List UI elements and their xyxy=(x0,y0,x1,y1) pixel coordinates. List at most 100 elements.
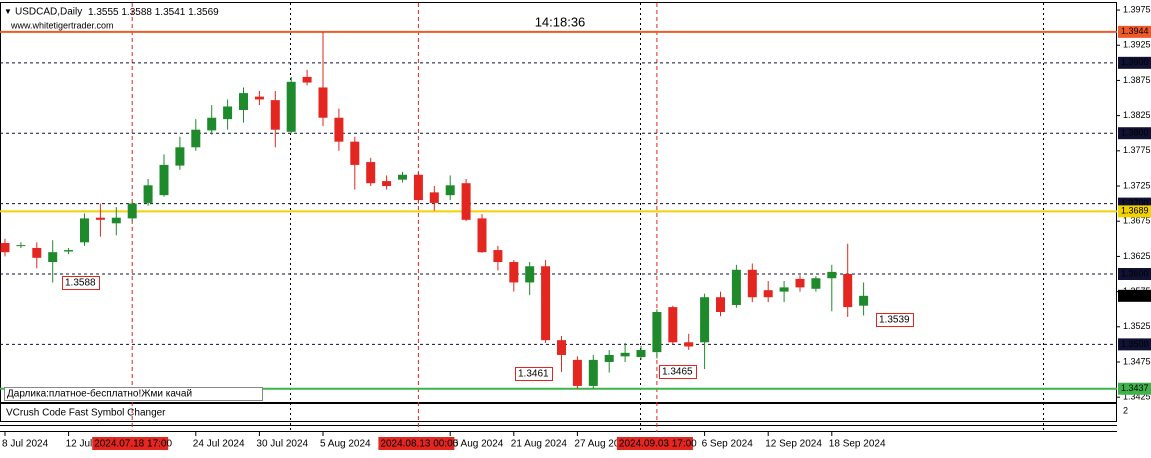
x-tick-label: 30 Jul 2024 xyxy=(256,439,308,450)
candle-body xyxy=(811,278,821,289)
candle-body xyxy=(413,174,423,201)
y-tick-label: 1.3825 xyxy=(1123,110,1151,120)
time-marker-label: 2024.09.03 17:00 xyxy=(619,439,697,450)
candle-body xyxy=(859,295,869,306)
x-tick-label: 12 Sep 2024 xyxy=(765,439,822,450)
ohlc-value: 1.3569 xyxy=(188,7,219,18)
price-tag-label: 1.3944 xyxy=(1121,26,1149,36)
price-label-box xyxy=(62,276,100,290)
candle-body xyxy=(175,147,185,166)
price-label: 1.3588 xyxy=(65,278,96,289)
time-marker-label: 2024.08.13 00:00 xyxy=(380,439,458,450)
price-label: 1.3539 xyxy=(879,315,910,326)
candle-body xyxy=(636,350,646,358)
candle-body xyxy=(620,352,630,357)
x-tick-label: 8 Jul 2024 xyxy=(2,439,49,450)
chart-title: USDCAD,Daily xyxy=(15,7,82,18)
candle-body xyxy=(143,185,153,203)
price-label-box xyxy=(876,313,914,327)
candle-body xyxy=(366,162,376,184)
x-tick-label: 21 Aug 2024 xyxy=(511,439,568,450)
price-tag-label: 1.3600 xyxy=(1121,268,1149,278)
price-tag-label: 1.3569 xyxy=(1121,290,1149,300)
candle-body xyxy=(541,266,551,341)
candle-body xyxy=(429,192,439,203)
candle-body xyxy=(398,174,407,180)
candle-body xyxy=(207,117,217,131)
watermark: www.whitetigertrader.com xyxy=(10,20,114,30)
y-tick-label: 1.3925 xyxy=(1123,40,1151,50)
candle-body xyxy=(445,185,455,196)
time-marker-label: 2024.07.18 17:00 xyxy=(94,439,172,450)
candle-body xyxy=(382,181,392,187)
candle-body xyxy=(477,218,487,253)
price-tag xyxy=(1118,56,1151,69)
price-tag xyxy=(1118,127,1151,140)
price-tag-label: 1.3437 xyxy=(1121,383,1149,393)
price-tag-label: 1.3500 xyxy=(1121,339,1149,349)
ohlc-value: 1.3588 xyxy=(121,7,152,18)
clock: 14:18:36 xyxy=(535,14,586,29)
x-tick-label: 6 Sep 2024 xyxy=(702,439,754,450)
sub-frame xyxy=(0,403,1117,422)
candle-body xyxy=(779,287,789,292)
collapse-arrow: ▼ xyxy=(4,7,12,16)
candle-body xyxy=(509,262,519,283)
candle-body xyxy=(191,129,201,148)
x-tick-label: 27 Aug 2024 xyxy=(574,439,631,450)
candle-body xyxy=(318,87,328,118)
y-tick-label: 1.3975 xyxy=(1123,4,1151,14)
price-label: 1.3461 xyxy=(518,369,549,380)
plot xyxy=(0,3,1117,432)
y-tick-label: 1.3725 xyxy=(1123,180,1151,190)
candle-body xyxy=(111,217,121,224)
price-tag-label: 1.3900 xyxy=(1121,57,1149,67)
main-frame xyxy=(0,2,1117,403)
indicator-title: VCrush Code Fast Symbol Changer xyxy=(6,408,166,419)
candle-body xyxy=(223,106,233,120)
candle-body xyxy=(48,252,58,263)
y-tick-label: 1.3475 xyxy=(1123,356,1151,366)
info-box xyxy=(4,387,263,401)
ohlc-header: 1.3555 1.3588 1.3541 1.3569 xyxy=(88,7,219,18)
price-tag xyxy=(1118,338,1151,351)
ohlc-value: 1.3555 xyxy=(88,7,119,18)
price-tag xyxy=(1118,382,1151,395)
price-tag-label: 1.3689 xyxy=(1121,206,1149,216)
candle-body xyxy=(334,117,344,142)
candle-body xyxy=(652,312,662,353)
price-label-box xyxy=(659,365,697,379)
x-tick-label: 15 Aug 2024 xyxy=(447,439,504,450)
candle-body xyxy=(80,218,89,243)
candle-body xyxy=(32,247,42,258)
price-tag xyxy=(1118,205,1151,218)
y-tick-label: 1.3525 xyxy=(1123,321,1151,331)
candle-body xyxy=(159,164,169,196)
candle-body xyxy=(668,307,678,343)
candle-body xyxy=(763,290,773,298)
candle-body xyxy=(827,271,837,279)
ohlc-value: 1.3541 xyxy=(155,7,186,18)
candle-body xyxy=(747,269,757,298)
y-tick-label: 1.3425 xyxy=(1123,392,1151,402)
x-tick-label: 18 Sep 2024 xyxy=(829,439,886,450)
candle-body xyxy=(588,359,598,386)
price-tag-label: 1.3700 xyxy=(1121,198,1149,208)
candle-body xyxy=(604,354,614,362)
candle-body xyxy=(716,297,725,313)
x-tick-label: 24 Jul 2024 xyxy=(193,439,245,450)
candle-body xyxy=(0,243,10,253)
candle-body xyxy=(557,340,566,355)
candle-body xyxy=(270,100,280,130)
price-label: 1.3465 xyxy=(662,367,693,378)
price-tag xyxy=(1118,268,1151,281)
price-label-box xyxy=(515,367,553,381)
candle-body xyxy=(286,81,296,132)
price-tag-label: 1.3800 xyxy=(1121,128,1149,138)
x-tick-label: 12 Jul 2024 xyxy=(66,439,118,450)
candle-body xyxy=(493,250,503,263)
indicator-tick-label: 2 xyxy=(1123,405,1128,415)
candle-body xyxy=(239,93,248,110)
candle-body xyxy=(572,359,582,386)
